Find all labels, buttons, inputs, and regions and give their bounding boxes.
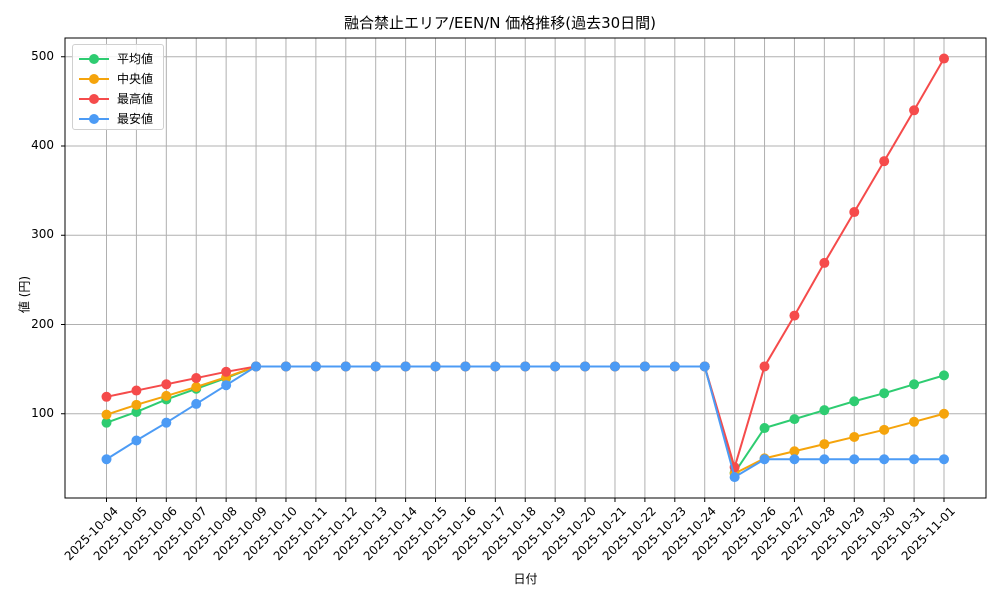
data-point <box>939 370 949 381</box>
data-point <box>759 454 770 465</box>
y-tick-label: 300 <box>31 227 54 242</box>
data-point <box>909 105 920 116</box>
data-point <box>789 454 800 465</box>
data-point <box>550 361 561 372</box>
data-point <box>131 435 142 446</box>
legend-item-max: 最高値 <box>79 89 163 109</box>
chart-title: 融合禁止エリア/EEN/N 価格推移(過去30日間) <box>343 14 657 32</box>
data-point <box>490 361 501 372</box>
data-point <box>101 454 112 465</box>
data-point <box>400 361 411 372</box>
data-point <box>909 416 920 427</box>
data-point <box>370 361 381 372</box>
data-point <box>699 361 710 372</box>
y-tick-label: 200 <box>31 316 54 331</box>
data-point <box>161 417 172 428</box>
data-point <box>191 373 202 384</box>
data-point <box>131 399 142 410</box>
data-point <box>669 361 680 372</box>
data-point <box>340 361 351 372</box>
data-point <box>520 361 531 372</box>
data-point <box>251 361 262 372</box>
data-point <box>609 361 620 372</box>
data-point <box>310 361 321 372</box>
data-point <box>789 414 800 425</box>
y-tick-label: 500 <box>31 48 54 63</box>
legend-marker-icon <box>89 94 99 104</box>
y-tick-label: 100 <box>31 405 54 420</box>
data-point <box>909 454 920 465</box>
data-point <box>280 361 291 372</box>
data-point <box>101 409 112 420</box>
data-point <box>879 454 890 465</box>
data-point <box>819 257 830 268</box>
legend-label: 最安値 <box>117 112 154 126</box>
data-point <box>759 361 770 372</box>
data-point <box>759 423 770 434</box>
data-point <box>849 207 860 218</box>
data-point <box>879 388 890 399</box>
chart-legend: 平均値 中央値 最高値 最安値 <box>72 44 164 130</box>
data-point <box>939 454 949 465</box>
data-point <box>879 424 890 435</box>
data-point <box>879 156 890 167</box>
data-point <box>161 379 172 390</box>
legend-label: 平均値 <box>117 52 154 66</box>
legend-item-average: 平均値 <box>79 49 163 69</box>
legend-item-min: 最安値 <box>79 109 163 129</box>
y-axis-label: 値 (円) <box>17 275 32 314</box>
data-point <box>460 361 471 372</box>
data-point <box>131 385 142 396</box>
data-point <box>729 472 740 483</box>
x-axis-label: 日付 <box>513 572 538 586</box>
data-point <box>789 446 800 457</box>
legend-marker-icon <box>89 114 99 124</box>
data-point <box>819 405 830 416</box>
legend-label: 中央値 <box>117 72 154 86</box>
data-point <box>849 396 860 407</box>
data-point <box>909 379 920 390</box>
legend-marker-icon <box>89 74 99 84</box>
legend-marker-icon <box>89 54 99 64</box>
data-point <box>819 439 830 450</box>
data-point <box>221 366 232 377</box>
data-point <box>580 361 591 372</box>
data-point <box>939 408 949 419</box>
data-point <box>789 310 800 321</box>
data-point <box>849 454 860 465</box>
data-point <box>819 454 830 465</box>
data-point <box>101 391 112 402</box>
legend-item-median: 中央値 <box>79 69 163 89</box>
data-point <box>939 53 949 64</box>
y-tick-label: 400 <box>31 138 54 152</box>
data-point <box>430 361 441 372</box>
data-point <box>221 380 232 391</box>
data-point <box>161 390 172 401</box>
data-point <box>131 406 142 417</box>
data-point <box>849 431 860 442</box>
data-point <box>191 381 202 392</box>
data-point <box>639 361 650 372</box>
data-point <box>101 417 112 428</box>
data-point <box>191 398 202 409</box>
legend-label: 最高値 <box>117 92 154 106</box>
